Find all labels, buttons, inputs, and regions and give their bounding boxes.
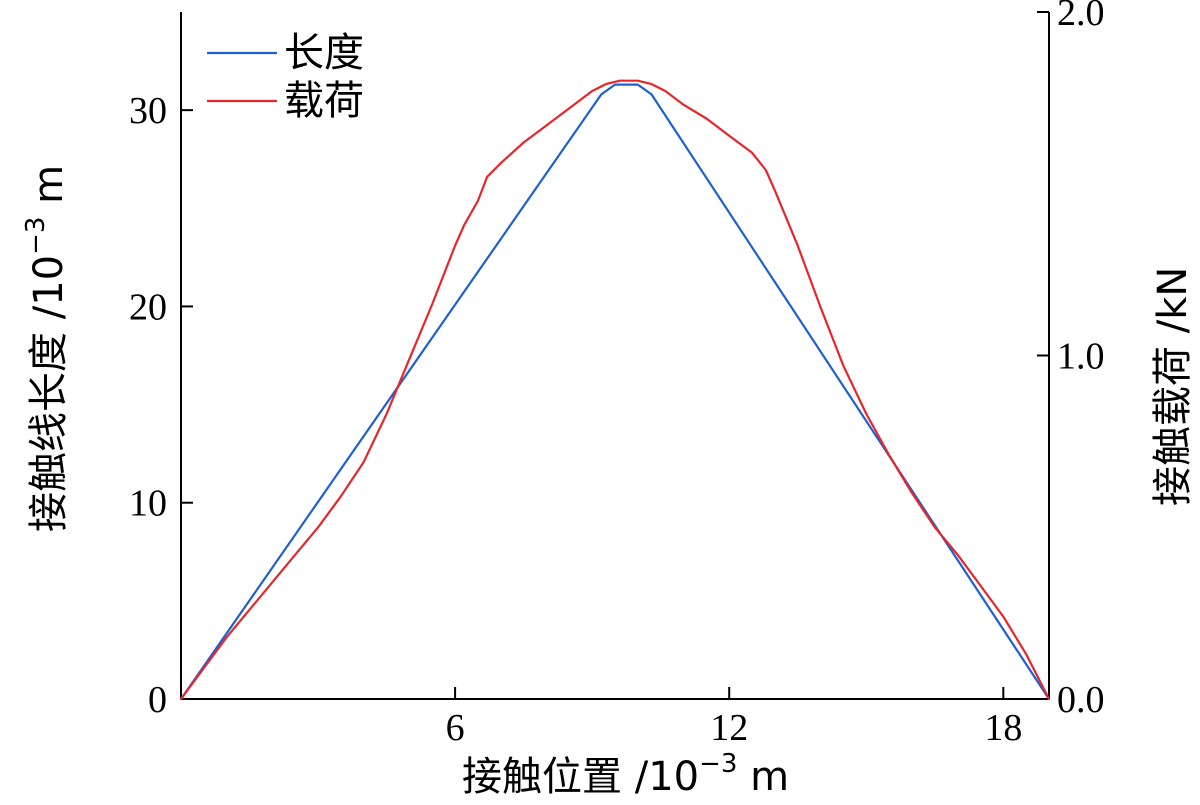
y-right-tick-label: 2.0	[1057, 0, 1105, 34]
series-line-length	[179, 83, 1051, 701]
legend: 长度 载荷	[207, 30, 364, 124]
y-left-tick-label: 30	[129, 90, 167, 132]
legend-label-length: 长度	[284, 30, 364, 76]
legend-label-load: 载荷	[284, 78, 364, 124]
y-right-tick-label: 0.0	[1057, 679, 1105, 721]
x-tick-label: 12	[710, 707, 748, 749]
x-axis-title-exp: −3	[699, 749, 737, 779]
x-axis-title-main: 接触位置 /10	[462, 754, 699, 800]
x-axis-title-unit: m	[737, 754, 789, 800]
y-right-tick-label: 1.0	[1057, 336, 1105, 378]
y-axis-left-title-exp: −3	[21, 217, 51, 255]
y-left-tick-label: 0	[148, 679, 167, 721]
y-left-tick-label: 20	[129, 286, 167, 328]
series-line-load	[179, 79, 1051, 701]
series-layer	[179, 79, 1051, 701]
x-axis-title: 接触位置 /10−3 m	[462, 749, 789, 800]
y-right-ticks: 0.0 1.0 2.0	[1037, 0, 1105, 721]
y-axis-right-title: 接触载荷 /kN	[1150, 267, 1196, 506]
y-left-ticks: 0 10 20 30	[129, 90, 193, 721]
x-tick-label: 18	[984, 707, 1022, 749]
y-axis-left-title-unit: m	[26, 165, 72, 217]
x-tick-label: 6	[446, 707, 465, 749]
y-axis-left-title: 接触线长度 /10−3 m	[21, 165, 72, 532]
y-left-tick-label: 10	[129, 483, 167, 525]
x-ticks: 6 12 18	[446, 687, 1022, 749]
y-axis-left-title-main: 接触线长度 /10	[26, 255, 72, 532]
